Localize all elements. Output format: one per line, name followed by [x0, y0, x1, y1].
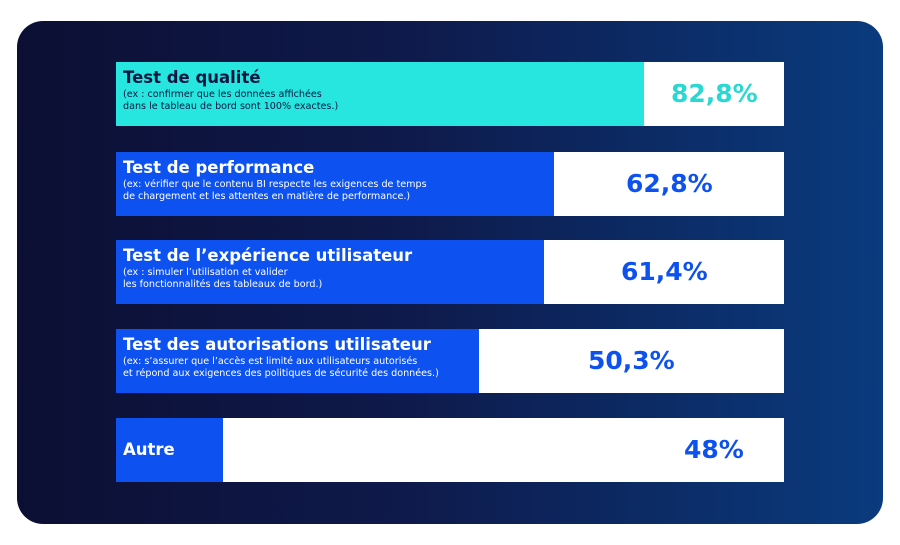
bar-fill	[116, 418, 223, 482]
description-line: (ex: s’assurer que l’accès est limité au…	[123, 356, 418, 367]
description-line: (ex: vérifier que le contenu BI respecte…	[123, 179, 427, 190]
bar-row: Test des autorisations utilisateur (ex: s…	[116, 329, 784, 393]
bar-fill	[116, 329, 479, 393]
value-label: 48%	[684, 435, 744, 464]
description-line: dans le tableau de bord sont 100% exacte…	[123, 100, 339, 112]
category-title: Test de l’expérience utilisateur	[123, 246, 413, 265]
bar-fill	[116, 240, 544, 304]
category-title: Test de performance	[123, 158, 315, 177]
description-line: et répond aux exigences des politiques d…	[123, 367, 439, 379]
bar-label: Autre	[123, 440, 175, 460]
category-title: Test des autorisations utilisateur	[123, 335, 431, 354]
bar-label: Test de qualité (ex : confirmer que les d…	[123, 68, 338, 112]
value-label: 50,3%	[588, 346, 675, 375]
bar-row: Autre 48%	[116, 418, 784, 482]
value-label: 82,8%	[671, 79, 758, 108]
description-line: de chargement et les attentes en matière…	[123, 190, 411, 202]
category-description: (ex : confirmer que les données affichée…	[123, 89, 338, 112]
category-description: (ex: s’assurer que l’accès est limité au…	[123, 356, 439, 379]
bar-row: Test de l’expérience utilisateur (ex : si…	[116, 240, 784, 304]
description-line: (ex : simuler l’utilisation et valider	[123, 267, 288, 278]
bar-fill	[116, 152, 554, 216]
value-label: 61,4%	[621, 257, 708, 286]
bar-row: Test de performance (ex: vérifier que le …	[116, 152, 784, 216]
bar-label: Test des autorisations utilisateur (ex: s…	[123, 335, 439, 379]
category-description: (ex: vérifier que le contenu BI respecte…	[123, 179, 427, 202]
bar-row: Test de qualité (ex : confirmer que les d…	[116, 62, 784, 126]
bar-label: Test de performance (ex: vérifier que le …	[123, 158, 427, 202]
category-title: Autre	[123, 440, 175, 459]
bar-label: Test de l’expérience utilisateur (ex : si…	[123, 246, 412, 290]
bar-fill	[116, 62, 644, 126]
description-line: (ex : confirmer que les données affichée…	[123, 89, 322, 100]
value-label: 62,8%	[626, 169, 713, 198]
description-line: les fonctionnalités des tableaux de bord…	[123, 278, 323, 290]
category-description: (ex : simuler l’utilisation et valider le…	[123, 267, 412, 290]
category-title: Test de qualité	[123, 68, 261, 87]
